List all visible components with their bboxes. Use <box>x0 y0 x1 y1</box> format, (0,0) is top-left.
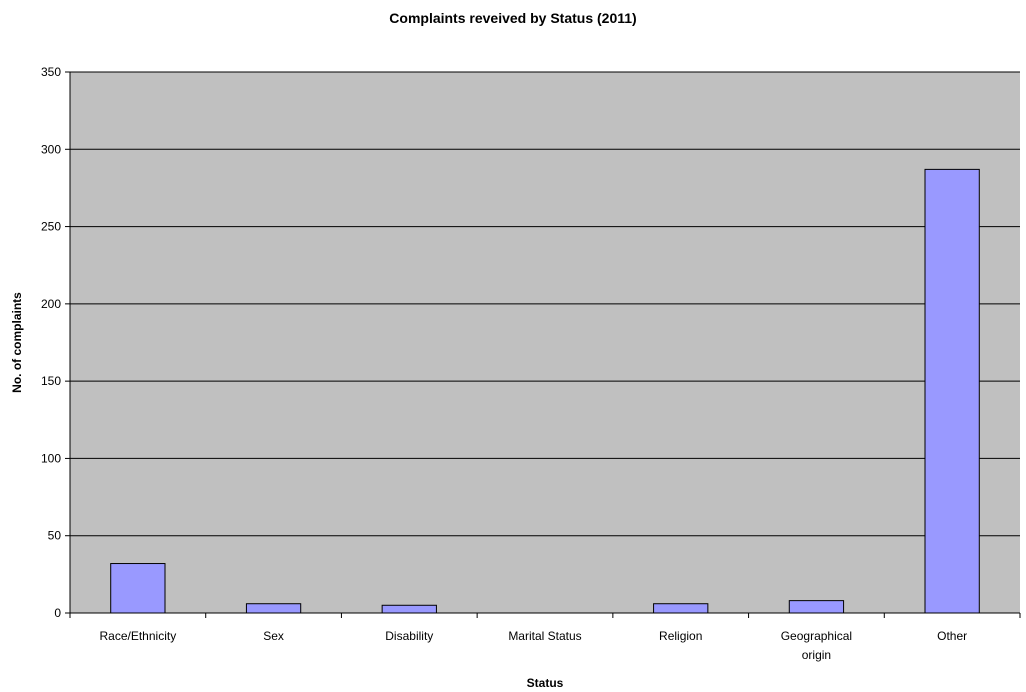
x-tick-label: Marital Status <box>508 629 581 643</box>
chart-title: Complaints reveived by Status (2011) <box>389 10 637 26</box>
x-tick-label: Sex <box>263 629 284 643</box>
x-tick-labels: Race/Ethnicity Sex Disability Marital Statu… <box>100 629 968 662</box>
bar-sex <box>245 603 302 614</box>
y-axis-title: No. of complaints <box>10 292 24 393</box>
y-tick-label: 250 <box>41 220 61 234</box>
x-axis-title: Status <box>527 676 564 690</box>
y-tick-label: 350 <box>41 65 61 79</box>
bar-race-ethnicity <box>110 563 166 614</box>
bar-religion <box>653 603 709 614</box>
y-tick-label: 200 <box>41 297 61 311</box>
bars <box>110 168 980 614</box>
bar-other <box>924 168 980 614</box>
y-tick-label: 100 <box>41 451 61 465</box>
gridlines <box>70 71 1020 537</box>
plot-area <box>70 72 1020 613</box>
x-tick-label: Race/Ethnicity <box>100 629 177 643</box>
x-tick-label: origin <box>802 648 831 662</box>
y-tick-label: 300 <box>41 142 61 156</box>
bar-geographical-origin <box>788 600 845 614</box>
y-tick-labels: 0 50 100 150 200 250 300 350 <box>41 65 61 620</box>
bar-disability <box>381 604 437 614</box>
x-tick-label: Other <box>937 629 967 643</box>
x-tick-label: Religion <box>659 629 702 643</box>
x-tick-label: Geographical <box>781 629 852 643</box>
y-tick-label: 50 <box>48 529 62 543</box>
x-tick-label: Disability <box>385 629 433 643</box>
y-tick-label: 0 <box>54 606 61 620</box>
y-tick-label: 150 <box>41 374 61 388</box>
axes <box>65 71 1021 618</box>
